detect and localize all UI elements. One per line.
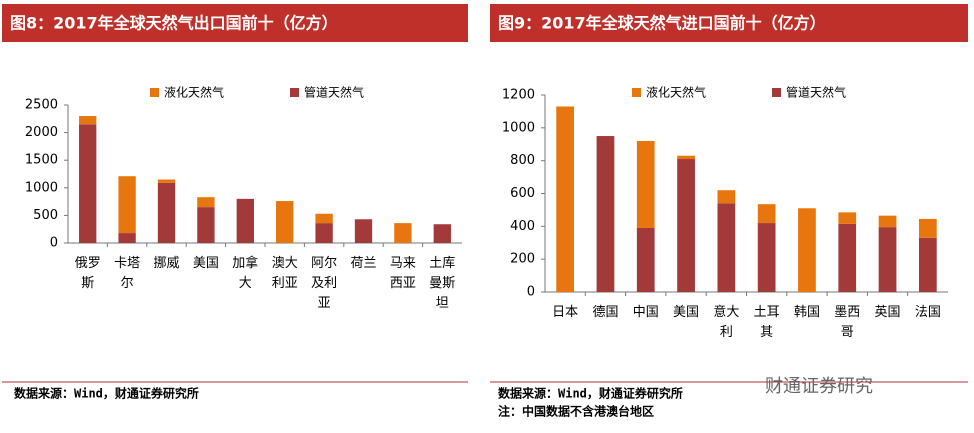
chart-title: 图8：2017年全球天然气出口国前十（亿方）	[10, 14, 338, 33]
legend-label: 液化天然气	[646, 85, 706, 100]
bar-segment	[878, 215, 897, 228]
bar-segment	[757, 223, 776, 292]
note: 注：中国数据不含港澳台地区	[498, 404, 654, 419]
x-tick-label: 马来西亚	[390, 256, 416, 291]
legend-swatch	[290, 88, 299, 97]
y-tick-label: 1500	[25, 153, 58, 168]
y-tick-label: 1000	[502, 120, 535, 135]
bar-segment	[918, 218, 937, 238]
x-tick-label: 挪威	[153, 256, 179, 271]
legend-label: 管道天然气	[304, 85, 364, 100]
bar-segment	[354, 219, 373, 243]
x-tick-label: 日本	[552, 305, 578, 320]
y-tick-label: 2000	[25, 125, 58, 140]
x-tick-label: 土耳其	[754, 305, 780, 340]
bar-segment	[636, 227, 655, 292]
y-tick-label: 800	[510, 153, 535, 168]
bar-segment	[315, 223, 333, 243]
bar-segment	[118, 176, 136, 234]
y-tick-label: 600	[510, 186, 535, 201]
bar-segment	[315, 213, 333, 224]
bar-segment	[596, 136, 615, 292]
legend-label: 液化天然气	[164, 85, 224, 100]
bar-segment	[878, 227, 897, 292]
bar-segment	[838, 223, 857, 292]
y-tick-label: 500	[33, 208, 58, 223]
bar-segment	[677, 155, 695, 160]
bar-segment	[636, 140, 655, 228]
chart-title: 图9：2017年全球天然气进口国前十（亿方）	[498, 14, 826, 33]
bar-segment	[118, 233, 136, 243]
bar-segment	[276, 201, 294, 243]
x-tick-label: 英国	[875, 305, 901, 320]
legend-swatch	[150, 88, 159, 97]
bar-segment	[717, 190, 736, 204]
header-band	[2, 4, 468, 42]
bar-segment	[918, 237, 937, 292]
legend-label: 管道天然气	[786, 85, 846, 100]
bar-segment	[394, 223, 412, 243]
bar-segment	[556, 106, 575, 292]
watermark: 财通证券研究	[765, 376, 873, 397]
bar-segment	[433, 224, 451, 243]
y-tick-label: 400	[510, 219, 535, 234]
y-tick-label: 1000	[25, 180, 58, 195]
legend-swatch	[632, 88, 641, 97]
bar-segment	[157, 182, 176, 243]
bar-segment	[157, 179, 176, 183]
x-tick-label: 韩国	[794, 305, 820, 320]
x-tick-label: 荷兰	[350, 256, 376, 271]
bar-segment	[197, 197, 215, 208]
y-tick-label: 200	[510, 252, 535, 267]
bar-segment	[717, 203, 736, 292]
y-tick-label: 0	[50, 236, 58, 251]
x-tick-label: 墨西哥	[834, 305, 860, 340]
bar-segment	[79, 116, 97, 125]
y-tick-label: 1200	[502, 88, 535, 103]
x-tick-label: 土库曼斯坦	[429, 255, 455, 311]
x-tick-label: 俄罗斯	[75, 256, 101, 291]
x-tick-label: 加拿大	[232, 255, 258, 291]
bar-segment	[197, 207, 215, 243]
x-tick-label: 澳大利亚	[272, 255, 298, 291]
x-tick-label: 法国	[915, 305, 941, 320]
header-band	[490, 4, 968, 42]
legend-swatch	[772, 88, 781, 97]
bar-segment	[79, 124, 97, 243]
source: 数据来源：Wind，财通证券研究所	[498, 386, 683, 401]
x-tick-label: 意大利	[713, 304, 739, 340]
bar-segment	[798, 208, 816, 292]
bar-segment	[838, 212, 857, 224]
x-tick-label: 德国	[592, 305, 618, 320]
x-tick-label: 阿尔及利亚	[311, 256, 337, 311]
y-tick-label: 0	[527, 285, 535, 300]
x-tick-label: 中国	[633, 305, 659, 320]
bar-segment	[677, 159, 695, 292]
y-tick-label: 2500	[25, 98, 58, 113]
x-tick-label: 卡塔尔	[114, 256, 140, 291]
x-tick-label: 美国	[193, 256, 219, 271]
bar-segment	[757, 204, 776, 224]
source: 数据来源：Wind，财通证券研究所	[14, 386, 199, 401]
bar-segment	[236, 198, 254, 243]
x-tick-label: 美国	[673, 305, 699, 320]
